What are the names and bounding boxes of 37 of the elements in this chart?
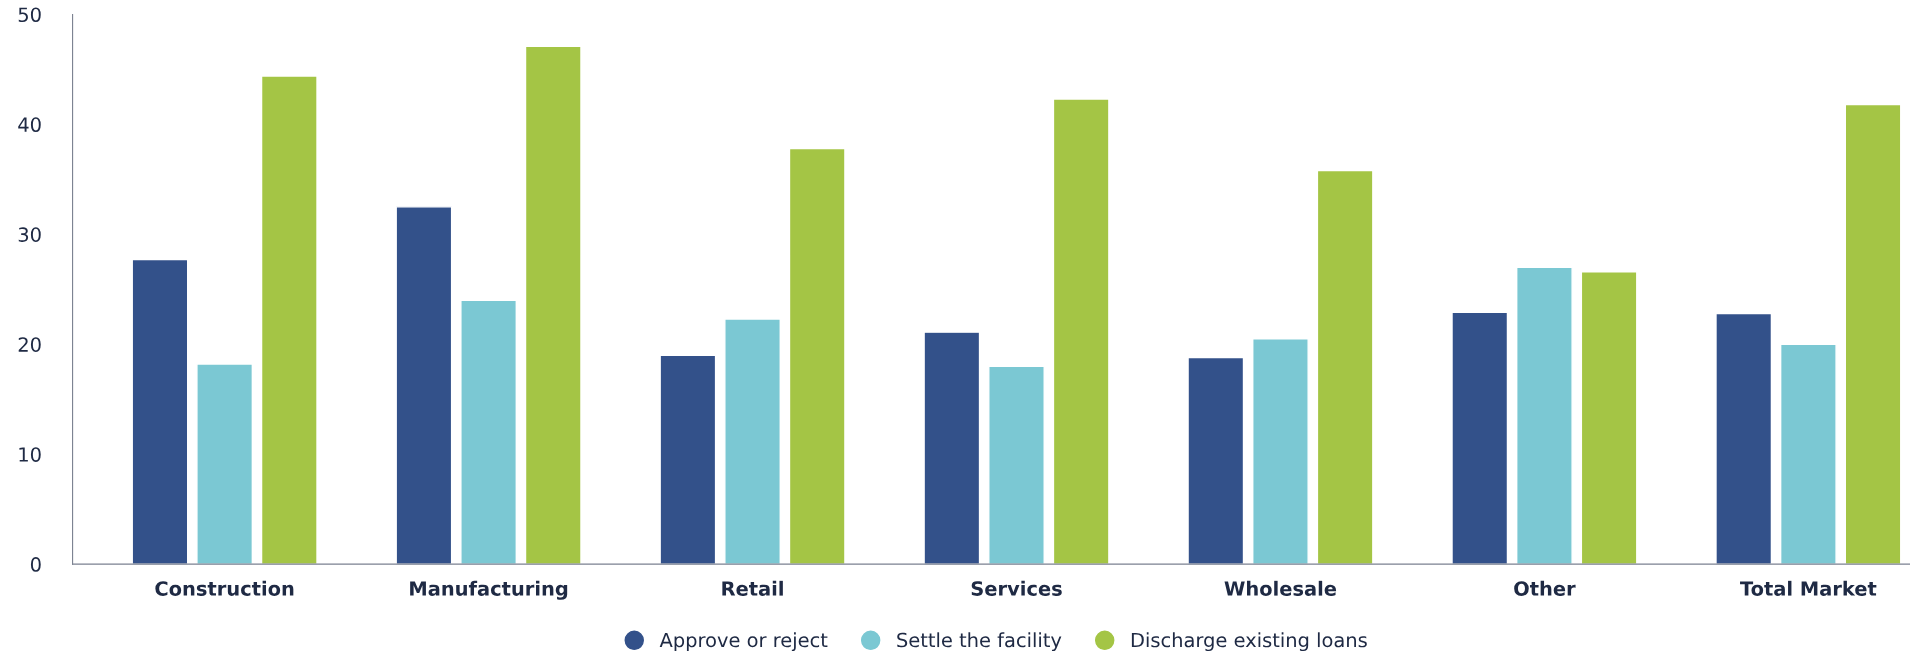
bar [1844, 103, 1902, 565]
x-tick-label: Manufacturing [410, 580, 568, 600]
y-tick-label: 0 [30, 557, 41, 572]
bar [524, 45, 582, 565]
bar [260, 75, 318, 565]
bar [1252, 338, 1309, 565]
bar [923, 331, 981, 565]
y-tick-label: 20 [18, 337, 41, 352]
x-tick-label: Construction [155, 580, 294, 596]
bar [988, 365, 1045, 565]
bar [659, 354, 717, 565]
legend-label: Settle the facility [897, 632, 1062, 652]
bar [1516, 266, 1573, 565]
bar [1187, 356, 1245, 565]
bar [1316, 169, 1374, 565]
legend-label: Approve or reject [659, 632, 828, 652]
x-tick-label: Other [1514, 580, 1576, 596]
y-tick-label: 30 [18, 227, 41, 242]
bar [395, 206, 453, 565]
x-tick-label: Services [971, 580, 1062, 596]
bar [1580, 271, 1638, 565]
legend-label: Discharge existing loans [1131, 632, 1367, 652]
x-tick-label: Wholesale [1224, 580, 1337, 596]
y-tick-label: 10 [19, 447, 41, 462]
y-tick-label: 50 [18, 7, 41, 23]
bar [1779, 343, 1837, 565]
bar [1052, 98, 1110, 565]
bar [724, 318, 781, 565]
bar [460, 299, 517, 565]
y-tick-label: 40 [18, 117, 41, 133]
bar [131, 258, 189, 565]
x-tick-label: Retail [722, 580, 783, 596]
x-tick-label: Total Market [1740, 580, 1877, 596]
bar [1451, 311, 1509, 565]
bar [788, 147, 846, 565]
bar [196, 363, 254, 565]
bar [1715, 312, 1773, 565]
